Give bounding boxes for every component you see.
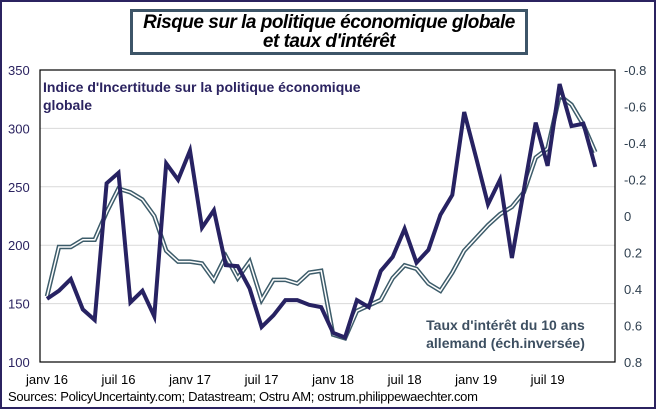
y-left-tick-label: 350 [8,63,30,78]
x-tick-label: janv 17 [168,372,211,387]
chart-title-line1: Risque sur la politique économique globa… [143,12,515,33]
chart-title-line2: et taux d'intérêt [262,31,396,52]
legend-epu: Indice d'Incertitude sur la politique éc… [43,78,403,114]
plot-area-border [39,69,616,363]
x-tick-label: juil 16 [101,372,136,387]
series-group [44,83,598,342]
x-tick-label: juil 19 [530,372,565,387]
source-note: Sources: PolicyUncertainty.com; Datastre… [8,389,478,404]
chart-title-box: Risque sur la politique économique globa… [130,9,528,55]
x-tick-label: janv 18 [311,372,354,387]
y-left-tick-label: 200 [8,238,30,253]
y-right-tick-label: -0.2 [624,173,646,188]
y-left-tick-label: 150 [8,297,30,312]
y-left-tick-label: 250 [8,180,30,195]
legend-bond: Taux d'intérêt du 10 ans allemand (éch.i… [398,316,613,352]
legend-epu-line2: globale [43,97,93,113]
legend-bond-line1: Taux d'intérêt du 10 ans [426,317,585,333]
y-right-tick-label: -0.4 [624,136,646,151]
y-left-tick-label: 300 [8,121,30,136]
y-right-tick-label: 0.8 [624,355,642,370]
legend-epu-line1: Indice d'Incertitude sur la politique éc… [43,79,361,95]
x-tick-label: juil 18 [387,372,422,387]
y-axis-right: -0.8 -0.6 -0.4 -0.2 0 0.2 0.4 0.6 0.8 [624,63,646,370]
x-axis: janv 16 juil 16 janv 17 juil 17 janv 18 juil … [25,372,565,387]
y-left-tick-label: 100 [8,355,30,370]
legend-bond-line2: allemand (éch.inversée) [426,335,585,351]
y-axis-left: 350 300 250 200 150 100 [8,63,30,370]
y-right-tick-label: 0 [624,209,631,224]
x-tick-label: janv 19 [454,372,497,387]
y-right-tick-label: 0.6 [624,319,642,334]
y-right-tick-label: -0.6 [624,100,646,115]
y-right-tick-label: 0.4 [624,282,642,297]
x-tick-label: juil 17 [244,372,279,387]
y-right-tick-label: 0.2 [624,246,642,261]
x-tick-label: janv 16 [25,372,68,387]
series-epu-line [45,83,598,341]
y-right-tick-label: -0.8 [624,63,646,78]
